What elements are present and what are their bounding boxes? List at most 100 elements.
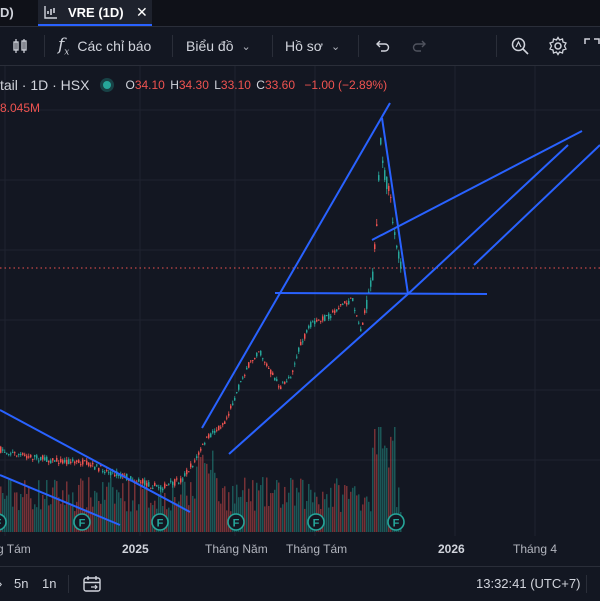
candle-body: [44, 457, 46, 461]
candle-body: [278, 386, 280, 388]
candle-body: [330, 316, 332, 318]
candle-body: [80, 464, 82, 466]
volume-bar: [22, 497, 24, 532]
redo-icon[interactable]: [412, 27, 428, 65]
indicators-button[interactable]: fx Các chỉ báo: [58, 27, 151, 65]
volume-bar: [132, 500, 134, 532]
candle-style-icon[interactable]: [12, 27, 30, 65]
volume-bar: [360, 510, 362, 532]
range-1m-button[interactable]: 1n: [42, 576, 57, 591]
profile-button[interactable]: Hồ sơ ⌄: [285, 27, 340, 65]
clock-readout[interactable]: 13:32:41 (UTC+7): [476, 576, 581, 591]
volume-bar: [218, 501, 220, 532]
volume-bar: [228, 492, 230, 532]
candle-body: [42, 455, 44, 460]
symbol-title[interactable]: tail · 1D · HSX: [0, 77, 90, 93]
volume-bar: [300, 478, 302, 532]
tab-vre-1d[interactable]: VRE (1D) ✕: [38, 0, 152, 26]
trendline: [473, 144, 600, 266]
candle-body: [316, 319, 318, 322]
change-value: −1.00 (−2.89%): [304, 78, 388, 92]
quick-search-icon[interactable]: [510, 27, 530, 65]
volume-bar: [268, 506, 270, 532]
gear-icon[interactable]: [548, 27, 568, 65]
candle-body: [246, 367, 248, 370]
volume-bar: [146, 480, 148, 532]
volume-bar: [92, 506, 94, 532]
candle-body: [236, 392, 238, 394]
candle-body: [148, 482, 150, 487]
candle-body: [242, 377, 244, 379]
chart-type-button[interactable]: Biểu đồ ⌄: [186, 27, 251, 65]
chart-grid: [0, 66, 600, 536]
price-chart[interactable]: FFFFFF: [0, 66, 600, 536]
candle-body: [48, 460, 50, 463]
candle-body: [354, 310, 356, 312]
ohlc-values: O34.10 H34.30 L33.10 C33.60 −1.00 (−2.89…: [125, 78, 389, 92]
candle-body: [328, 313, 330, 320]
candle-body: [392, 221, 394, 223]
volume-bar: [30, 498, 32, 532]
volume-bar: [286, 502, 288, 532]
volume-bar: [34, 504, 36, 532]
volume-bar: [6, 495, 8, 532]
range-partial[interactable]: ›: [0, 576, 2, 591]
bottom-divider: [586, 575, 587, 593]
candle-body: [344, 301, 346, 304]
volume-bar: [322, 491, 324, 532]
candle-body: [356, 315, 358, 317]
low-value: 33.10: [220, 78, 251, 92]
candle-body: [276, 379, 278, 382]
volume-bar: [364, 497, 366, 532]
candle-body: [264, 361, 266, 363]
candle-body: [386, 176, 388, 189]
candle-body: [284, 381, 286, 384]
candle-body: [370, 280, 372, 287]
candle-body: [60, 459, 62, 463]
tab-previous[interactable]: D): [0, 5, 14, 20]
undo-icon[interactable]: [374, 27, 390, 65]
volume-bar: [338, 485, 340, 532]
indicators-label: Các chỉ báo: [77, 38, 152, 54]
volume-bar: [44, 498, 46, 532]
candle-body: [342, 304, 344, 306]
volume-bar: [116, 489, 118, 532]
trendline: [201, 102, 391, 429]
candle-body: [376, 224, 378, 227]
candle-body: [204, 442, 206, 445]
dividend-marker-label: F: [79, 518, 86, 530]
volume-bar: [64, 505, 66, 532]
candle-body: [208, 434, 210, 438]
volume-bar: [250, 501, 252, 532]
candle-body: [70, 461, 72, 464]
candle-body: [12, 451, 14, 453]
volume-bar: [128, 478, 130, 532]
candle-body: [114, 474, 116, 477]
volume-bar: [50, 504, 52, 532]
volume-bar: [60, 503, 62, 532]
candle-body: [14, 452, 16, 454]
volume-bar: [252, 480, 254, 532]
candle-body: [22, 453, 24, 455]
range-5d-button[interactable]: 5n: [14, 576, 29, 591]
candle-body: [172, 482, 174, 485]
candle-body: [54, 460, 56, 462]
close-icon[interactable]: ✕: [136, 4, 148, 20]
candle-body: [296, 356, 298, 358]
candle-body: [238, 384, 240, 390]
volume-bar: [134, 484, 136, 532]
volume-bar: [138, 504, 140, 532]
volume-bar: [214, 472, 216, 532]
candle-body: [372, 271, 374, 281]
fullscreen-icon[interactable]: [584, 27, 600, 65]
candle-body: [74, 461, 76, 464]
time-axis[interactable]: g Tám 2025 Tháng Năm Tháng Tám 2026 Thán…: [0, 538, 600, 560]
trendline: [0, 409, 191, 513]
candle-body: [336, 309, 338, 312]
volume-bar: [42, 494, 44, 532]
candle-body: [292, 370, 294, 372]
volume-bar: [46, 480, 48, 532]
function-icon: fx: [58, 34, 70, 58]
calendar-icon[interactable]: [82, 574, 102, 594]
candle-body: [142, 479, 144, 484]
